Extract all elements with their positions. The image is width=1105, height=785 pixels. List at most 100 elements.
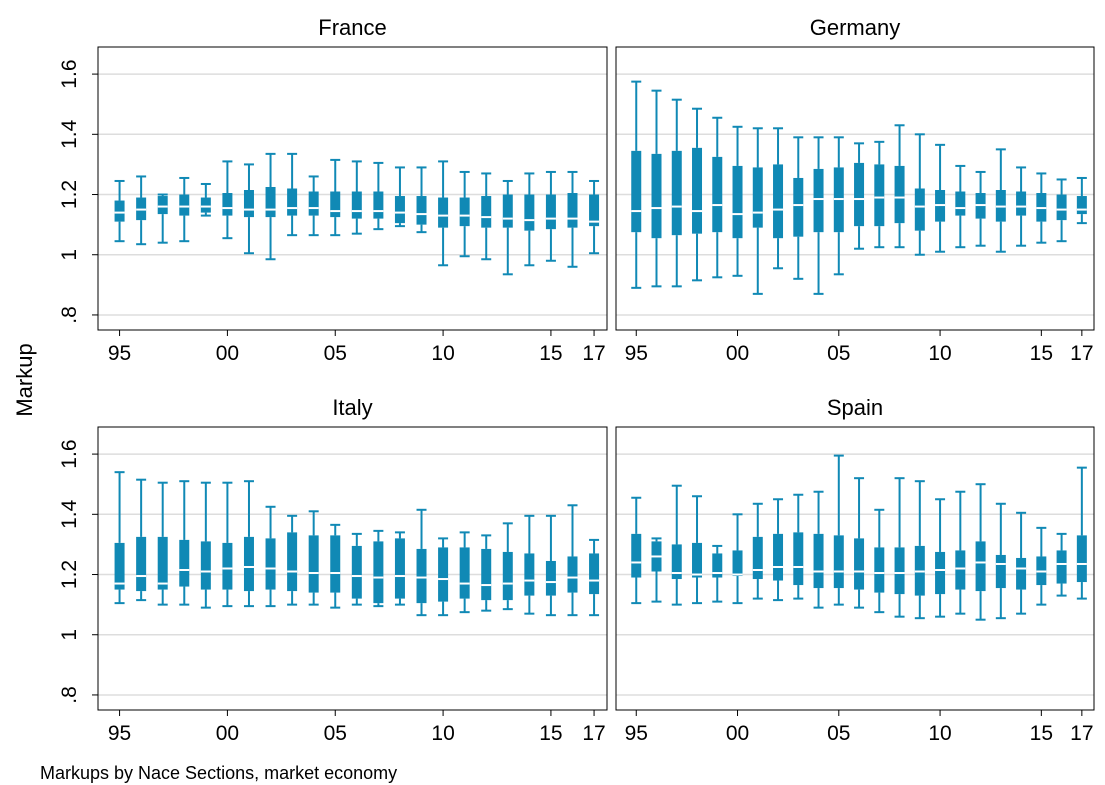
iqr-box — [351, 545, 362, 599]
box-2017 — [589, 179, 600, 255]
panel-title: Germany — [810, 15, 900, 40]
box-2007 — [874, 508, 885, 614]
box-1997 — [671, 484, 682, 606]
iqr-box — [157, 196, 168, 215]
plot-frame — [615, 46, 1095, 331]
iqr-box — [935, 551, 946, 595]
box-2004 — [813, 490, 824, 609]
iqr-box — [914, 188, 925, 231]
iqr-box — [416, 548, 427, 604]
y-tick-label: .8 — [58, 306, 81, 324]
box-2004 — [308, 510, 319, 606]
box-2011 — [459, 170, 470, 258]
x-tick-label: 95 — [625, 342, 648, 365]
iqr-box — [692, 542, 703, 578]
y-tick-label: 1 — [58, 249, 81, 261]
iqr-box — [416, 196, 427, 225]
x-tick-label: 95 — [625, 722, 648, 745]
box-1997 — [671, 98, 682, 288]
iqr-box — [752, 536, 763, 580]
box-2007 — [373, 161, 384, 231]
iqr-box — [459, 547, 470, 599]
iqr-box — [330, 535, 341, 593]
iqr-box — [524, 194, 535, 231]
box-1995 — [114, 471, 125, 605]
iqr-box — [631, 150, 642, 233]
panel-france: France .8 1 1.2 1.4 1.6 95 00 05 10 15 17 — [58, 15, 608, 365]
iqr-box — [157, 536, 168, 590]
iqr-box — [545, 194, 556, 230]
box-2014 — [1016, 511, 1027, 615]
y-tick-label: 1.4 — [58, 119, 81, 149]
iqr-box — [481, 196, 492, 228]
panel-title: France — [318, 15, 386, 40]
box-2003 — [793, 493, 804, 600]
box-2002 — [265, 152, 276, 261]
box-2006 — [351, 160, 362, 235]
box-2012 — [975, 170, 986, 247]
box-2001 — [243, 163, 254, 255]
iqr-box — [975, 541, 986, 592]
box-2003 — [287, 152, 298, 237]
box-2010 — [438, 160, 449, 267]
iqr-box — [732, 165, 743, 239]
box-2016 — [567, 504, 578, 617]
x-tick-label: 17 — [1070, 722, 1093, 745]
iqr-box — [373, 191, 384, 219]
box-1998 — [692, 107, 703, 282]
box-2004 — [813, 136, 824, 295]
iqr-box — [222, 542, 233, 590]
x-tick-label: 10 — [431, 342, 454, 365]
box-2014 — [524, 172, 535, 267]
iqr-box — [833, 535, 844, 589]
x-tick-label: 00 — [726, 342, 749, 365]
iqr-box — [114, 542, 125, 590]
iqr-box — [955, 191, 966, 216]
box-1999 — [712, 544, 723, 603]
box-2003 — [793, 136, 804, 280]
iqr-box — [732, 550, 743, 577]
iqr-box — [1076, 535, 1087, 583]
iqr-box — [874, 547, 885, 593]
y-tick-label: 1 — [58, 629, 81, 641]
iqr-box — [243, 190, 254, 218]
iqr-box — [545, 560, 556, 596]
box-2013 — [502, 522, 513, 611]
iqr-box — [894, 547, 905, 595]
panels: France .8 1 1.2 1.4 1.6 95 00 05 10 15 17 Germany 95 0… — [58, 15, 1095, 745]
box-2005 — [330, 523, 341, 609]
x-tick-label: 17 — [1070, 342, 1093, 365]
box-2014 — [524, 514, 535, 615]
box-2007 — [373, 529, 384, 608]
y-tick-label: 1.2 — [58, 560, 81, 589]
iqr-box — [1056, 550, 1067, 584]
box-1995 — [631, 496, 642, 605]
iqr-box — [631, 533, 642, 578]
y-tick-label: .8 — [58, 686, 81, 704]
x-tick-label: 15 — [1030, 342, 1053, 365]
iqr-box — [136, 536, 147, 592]
box-1999 — [200, 182, 211, 217]
panel-title: Spain — [827, 395, 883, 420]
panel-spain: Spain 95 00 05 10 15 17 — [615, 395, 1095, 745]
box-2013 — [502, 179, 513, 276]
x-tick-label: 00 — [216, 722, 239, 745]
box-2008 — [394, 166, 405, 228]
box-2009 — [416, 166, 427, 234]
box-2009 — [914, 480, 925, 620]
x-tick-label: 05 — [324, 722, 347, 745]
plot-frame — [615, 426, 1095, 711]
iqr-box — [854, 538, 865, 590]
iqr-box — [671, 544, 682, 580]
iqr-box — [692, 147, 703, 234]
iqr-box — [265, 538, 276, 590]
iqr-box — [1076, 196, 1087, 215]
iqr-box — [793, 532, 804, 586]
iqr-box — [955, 550, 966, 590]
iqr-box — [712, 156, 723, 233]
box-2002 — [265, 505, 276, 608]
x-tick-label: 15 — [539, 722, 562, 745]
iqr-box — [671, 150, 682, 236]
box-2015 — [1036, 526, 1047, 606]
